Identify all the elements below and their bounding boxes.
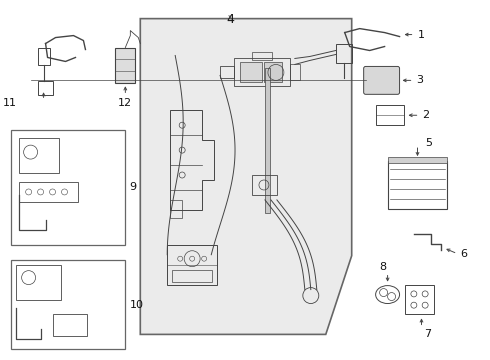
Bar <box>38 48 49 66</box>
Text: 10: 10 <box>129 300 144 310</box>
Bar <box>336 44 352 63</box>
Text: 2: 2 <box>422 110 430 120</box>
Bar <box>167 245 217 285</box>
Bar <box>11 130 125 245</box>
Text: 5: 5 <box>425 138 433 148</box>
Bar <box>265 68 270 213</box>
Bar <box>290 64 300 80</box>
Polygon shape <box>140 19 352 334</box>
Bar <box>264 62 282 82</box>
Bar <box>38 81 52 95</box>
Text: 1: 1 <box>417 30 424 40</box>
Text: 12: 12 <box>118 98 131 108</box>
Bar <box>388 161 447 209</box>
Text: 11: 11 <box>2 98 17 108</box>
FancyBboxPatch shape <box>364 67 399 94</box>
Text: 6: 6 <box>461 249 467 259</box>
Text: 4: 4 <box>226 13 234 26</box>
Bar <box>376 105 404 125</box>
Bar <box>115 48 135 84</box>
Bar <box>252 53 272 60</box>
Bar <box>240 62 262 82</box>
Text: 9: 9 <box>129 182 136 192</box>
Bar <box>405 285 435 315</box>
Text: 8: 8 <box>380 262 387 272</box>
Bar <box>11 260 125 349</box>
Bar <box>16 265 61 300</box>
Bar <box>388 157 447 163</box>
Text: 3: 3 <box>416 75 423 85</box>
Bar <box>252 175 277 195</box>
Text: 7: 7 <box>424 329 432 339</box>
Bar <box>172 270 212 282</box>
Bar <box>19 182 78 202</box>
Bar <box>52 315 87 336</box>
Bar <box>220 67 234 78</box>
Bar <box>234 58 290 86</box>
Bar <box>19 138 58 173</box>
Bar <box>170 200 182 218</box>
